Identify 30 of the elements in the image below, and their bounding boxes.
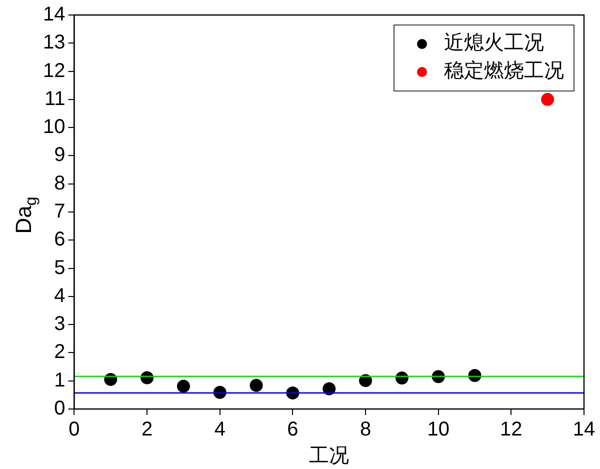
x-tick-label: 8 xyxy=(360,418,372,441)
y-tick-label: 11 xyxy=(44,88,66,110)
y-tick-label: 3 xyxy=(54,313,66,336)
y-tick-label: 8 xyxy=(54,172,66,194)
x-tick-label: 12 xyxy=(500,418,522,441)
point xyxy=(250,378,263,392)
legend-label: 稳定燃烧工况 xyxy=(444,58,564,82)
x-tick-label: 6 xyxy=(287,418,298,441)
y-tick-label: 13 xyxy=(42,32,66,54)
x-tick-label: 2 xyxy=(142,418,153,441)
y-tick-label: 4 xyxy=(54,284,66,307)
y-tick-label: 0 xyxy=(54,398,66,420)
y-tick-label: 2 xyxy=(54,341,66,364)
x-axis-title: 工况 xyxy=(309,443,350,468)
point xyxy=(541,92,554,106)
y-tick-label: 6 xyxy=(54,228,66,251)
y-tick-label: 1 xyxy=(54,369,66,392)
x-tick-label: 14 xyxy=(572,418,596,441)
y-tick-label: 14 xyxy=(42,4,66,26)
y-tick-label: 10 xyxy=(42,116,66,138)
x-tick-label: 0 xyxy=(68,418,80,441)
y-tick-label: 5 xyxy=(54,256,66,279)
x-tick-label: 4 xyxy=(214,418,226,441)
legend-label: 近熄火工况 xyxy=(444,30,544,54)
point xyxy=(322,382,336,396)
y-tick-label: 7 xyxy=(54,200,66,223)
y-tick-label: 12 xyxy=(42,60,66,82)
point xyxy=(176,380,190,393)
x-tick-label: 10 xyxy=(427,418,450,441)
y-tick-label: 9 xyxy=(54,144,66,166)
